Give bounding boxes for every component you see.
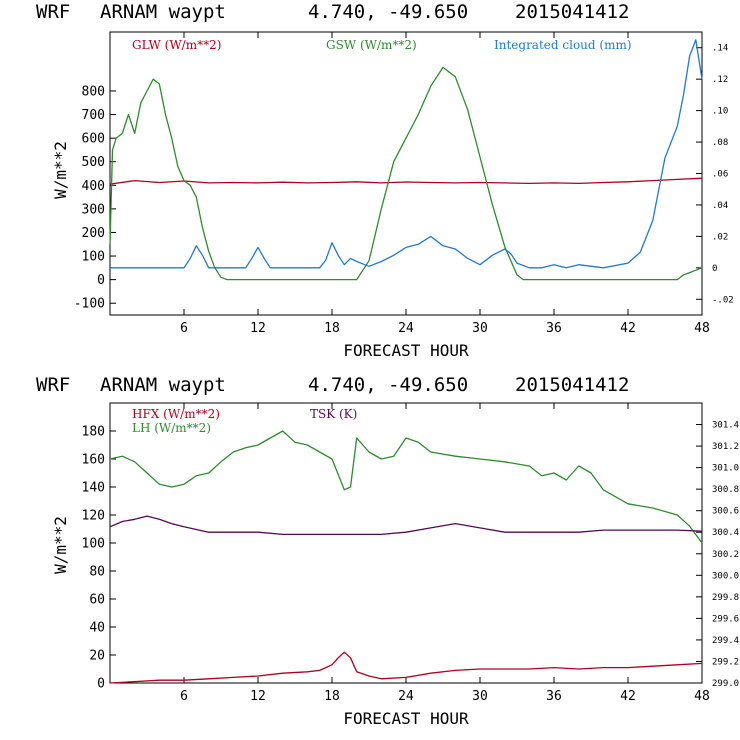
y2-tick-label: 300.4 xyxy=(712,528,739,538)
y2-tick-label: 300.0 xyxy=(712,571,739,581)
y2-tick-label: 299.0 xyxy=(712,679,739,689)
y-axis-label-2: W/m**2 xyxy=(51,516,70,574)
y2-tick-label: -.02 xyxy=(712,295,734,305)
y-tick-label: 0 xyxy=(97,677,105,692)
y-tick-label: 100 xyxy=(82,250,105,265)
x-tick-label: 24 xyxy=(398,321,414,336)
y2-tick-label: 299.4 xyxy=(712,636,739,646)
y2-tick-label: .14 xyxy=(712,44,728,54)
y-tick-label: 300 xyxy=(82,202,105,217)
y2-tick-label: 301.4 xyxy=(712,421,739,431)
heat-flux-chart: 6 12 18 24 30 36 42 48 0 20 40 60 80 100 120 140 160 180… xyxy=(51,402,739,728)
x-tick-label: 30 xyxy=(472,321,488,336)
y-tick-label: 120 xyxy=(82,509,105,524)
x-tick-label: 18 xyxy=(324,689,340,704)
legend-tsk: TSK (K) xyxy=(310,407,357,421)
plot-frame xyxy=(109,31,703,316)
y2-tick-label: .08 xyxy=(712,138,728,148)
header-model: WRF xyxy=(36,1,70,23)
y2-tick-label: .04 xyxy=(712,201,728,211)
y2-tick-label: 300.6 xyxy=(712,507,739,517)
x-tick-label: 42 xyxy=(620,689,636,704)
x-tick-label: 48 xyxy=(694,689,710,704)
legend-lh: LH (W/m**2) xyxy=(132,421,211,435)
y-tick-label: 400 xyxy=(82,179,105,194)
header-coords-2: 4.740, -49.650 xyxy=(308,374,468,396)
y2-tick-label: 300.2 xyxy=(712,550,739,560)
radiation-cloud-chart: 6 12 18 24 30 36 42 48 -100 0 100 200 300 400 500 600 7… xyxy=(51,31,734,360)
x-tick-label: 36 xyxy=(546,689,562,704)
x-tick-label: 18 xyxy=(324,321,340,336)
x-axis-label-2: FORECAST HOUR xyxy=(343,709,469,728)
header-coords: 4.740, -49.650 xyxy=(308,1,468,23)
y2-axis-ticks: -.02 0 .02 .04 .06 .08 .10 .12 .14 xyxy=(696,44,734,305)
y-tick-label: 40 xyxy=(89,621,105,636)
x-tick-label: 24 xyxy=(398,689,414,704)
y-axis-ticks: -100 0 100 200 300 400 500 600 700 800 xyxy=(74,84,116,312)
y2-axis-ticks-2: 299.0 299.2 299.4 299.6 299.8 300.0 300.2 300.4… xyxy=(696,421,739,689)
y2-tick-label: 300.8 xyxy=(712,485,739,495)
y-tick-label: 200 xyxy=(82,226,105,241)
y-tick-label: 180 xyxy=(82,425,105,440)
header-init-2: 2015041412 xyxy=(515,374,629,396)
series-gsw-line xyxy=(109,66,703,281)
y-tick-label: -100 xyxy=(74,297,105,312)
y-tick-label: 80 xyxy=(89,565,105,580)
series-glw-line xyxy=(109,177,703,185)
legend-cloud: Integrated cloud (mm) xyxy=(494,38,632,52)
y2-tick-label: 299.2 xyxy=(712,657,739,667)
y-tick-label: 800 xyxy=(82,84,105,99)
y2-tick-label: .10 xyxy=(712,107,728,117)
x-axis-ticks-2: 6 12 18 24 30 36 42 48 xyxy=(180,403,710,704)
x-tick-label: 42 xyxy=(620,321,636,336)
header-init: 2015041412 xyxy=(515,1,629,23)
x-tick-label: 6 xyxy=(180,689,188,704)
y2-tick-label: .02 xyxy=(712,232,728,242)
series-tsk-line xyxy=(109,515,703,536)
x-tick-label: 48 xyxy=(694,321,710,336)
header-station: ARNAM waypt xyxy=(100,1,226,23)
plot-frame-2 xyxy=(109,402,703,684)
series-lh-line xyxy=(109,430,703,544)
y2-tick-label: .12 xyxy=(712,75,728,85)
x-tick-label: 12 xyxy=(250,689,266,704)
legend-glw: GLW (W/m**2) xyxy=(132,38,221,52)
x-tick-label: 30 xyxy=(472,689,488,704)
y-tick-label: 20 xyxy=(89,649,105,664)
y2-tick-label: .06 xyxy=(712,170,728,180)
y-tick-label: 160 xyxy=(82,453,105,468)
x-tick-label: 12 xyxy=(250,321,266,336)
y2-tick-label: 299.6 xyxy=(712,614,739,624)
x-axis-ticks: 6 12 18 24 30 36 42 48 xyxy=(180,32,710,336)
y-tick-label: 600 xyxy=(82,132,105,147)
y2-tick-label: 301.2 xyxy=(712,442,739,452)
y2-tick-label: 301.0 xyxy=(712,464,739,474)
header-model-2: WRF xyxy=(36,374,70,396)
series-lines xyxy=(109,39,703,281)
x-tick-label: 6 xyxy=(180,321,188,336)
y-tick-label: 700 xyxy=(82,108,105,123)
y-tick-label: 60 xyxy=(89,593,105,608)
series-integrated-line xyxy=(110,39,703,269)
y-axis-ticks-2: 0 20 40 60 80 100 120 140 160 180 xyxy=(82,425,116,692)
x-tick-label: 36 xyxy=(546,321,562,336)
y-tick-label: 140 xyxy=(82,481,105,496)
y2-tick-label: 0 xyxy=(712,264,717,274)
y-tick-label: 500 xyxy=(82,155,105,170)
series-lines-2 xyxy=(109,430,703,684)
y-axis-label: W/m**2 xyxy=(51,141,70,199)
y2-tick-label: 299.8 xyxy=(712,593,739,603)
series-hfx-line xyxy=(109,651,703,684)
y-tick-label: 0 xyxy=(97,273,105,288)
x-axis-label: FORECAST HOUR xyxy=(343,341,469,360)
y-tick-label: 100 xyxy=(82,537,105,552)
legend-hfx: HFX (W/m**2) xyxy=(132,407,220,421)
legend-gsw: GSW (W/m**2) xyxy=(326,38,417,52)
header-station-2: ARNAM waypt xyxy=(100,374,226,396)
